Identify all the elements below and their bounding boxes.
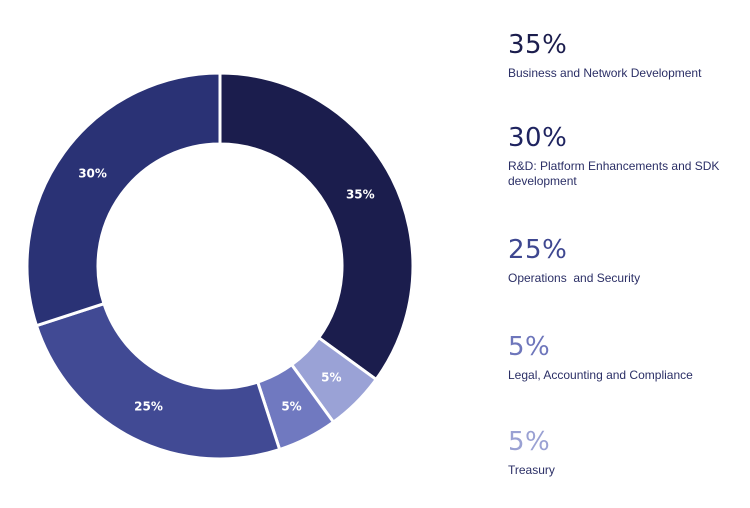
slice-label-operations: 25% xyxy=(134,399,163,413)
legend-percent: 35% xyxy=(508,30,568,60)
legend-label: R&D: Platform Enhancements and SDK devel… xyxy=(508,159,720,188)
legend-item-treasury: 5% Treasury xyxy=(508,427,555,478)
slice-label-rnd: 30% xyxy=(78,166,107,180)
slice-business xyxy=(218,71,415,382)
slice-label-treasury: 5% xyxy=(321,370,341,384)
slice-operations xyxy=(34,301,282,461)
legend-item-rnd: 30% R&D: Platform Enhancements and SDK d… xyxy=(508,123,738,189)
legend-item-operations: 25% Operations and Security xyxy=(508,235,640,286)
legend-item-legal: 5% Legal, Accounting and Compliance xyxy=(508,332,693,383)
legend-percent: 25% xyxy=(508,235,568,265)
legend-percent: 5% xyxy=(508,332,551,362)
slice-rnd xyxy=(25,71,222,328)
legend-percent: 5% xyxy=(508,427,551,457)
legend-label: Business and Network Development xyxy=(508,66,702,80)
slice-label-business: 35% xyxy=(346,187,375,201)
slice-label-legal: 5% xyxy=(281,399,301,413)
legend-label: Treasury xyxy=(508,463,555,477)
legend-label: Operations and Security xyxy=(508,271,641,285)
legend-percent: 30% xyxy=(508,123,568,153)
legend-item-business: 35% Business and Network Development xyxy=(508,30,701,81)
legend-label: Legal, Accounting and Compliance xyxy=(508,368,693,382)
